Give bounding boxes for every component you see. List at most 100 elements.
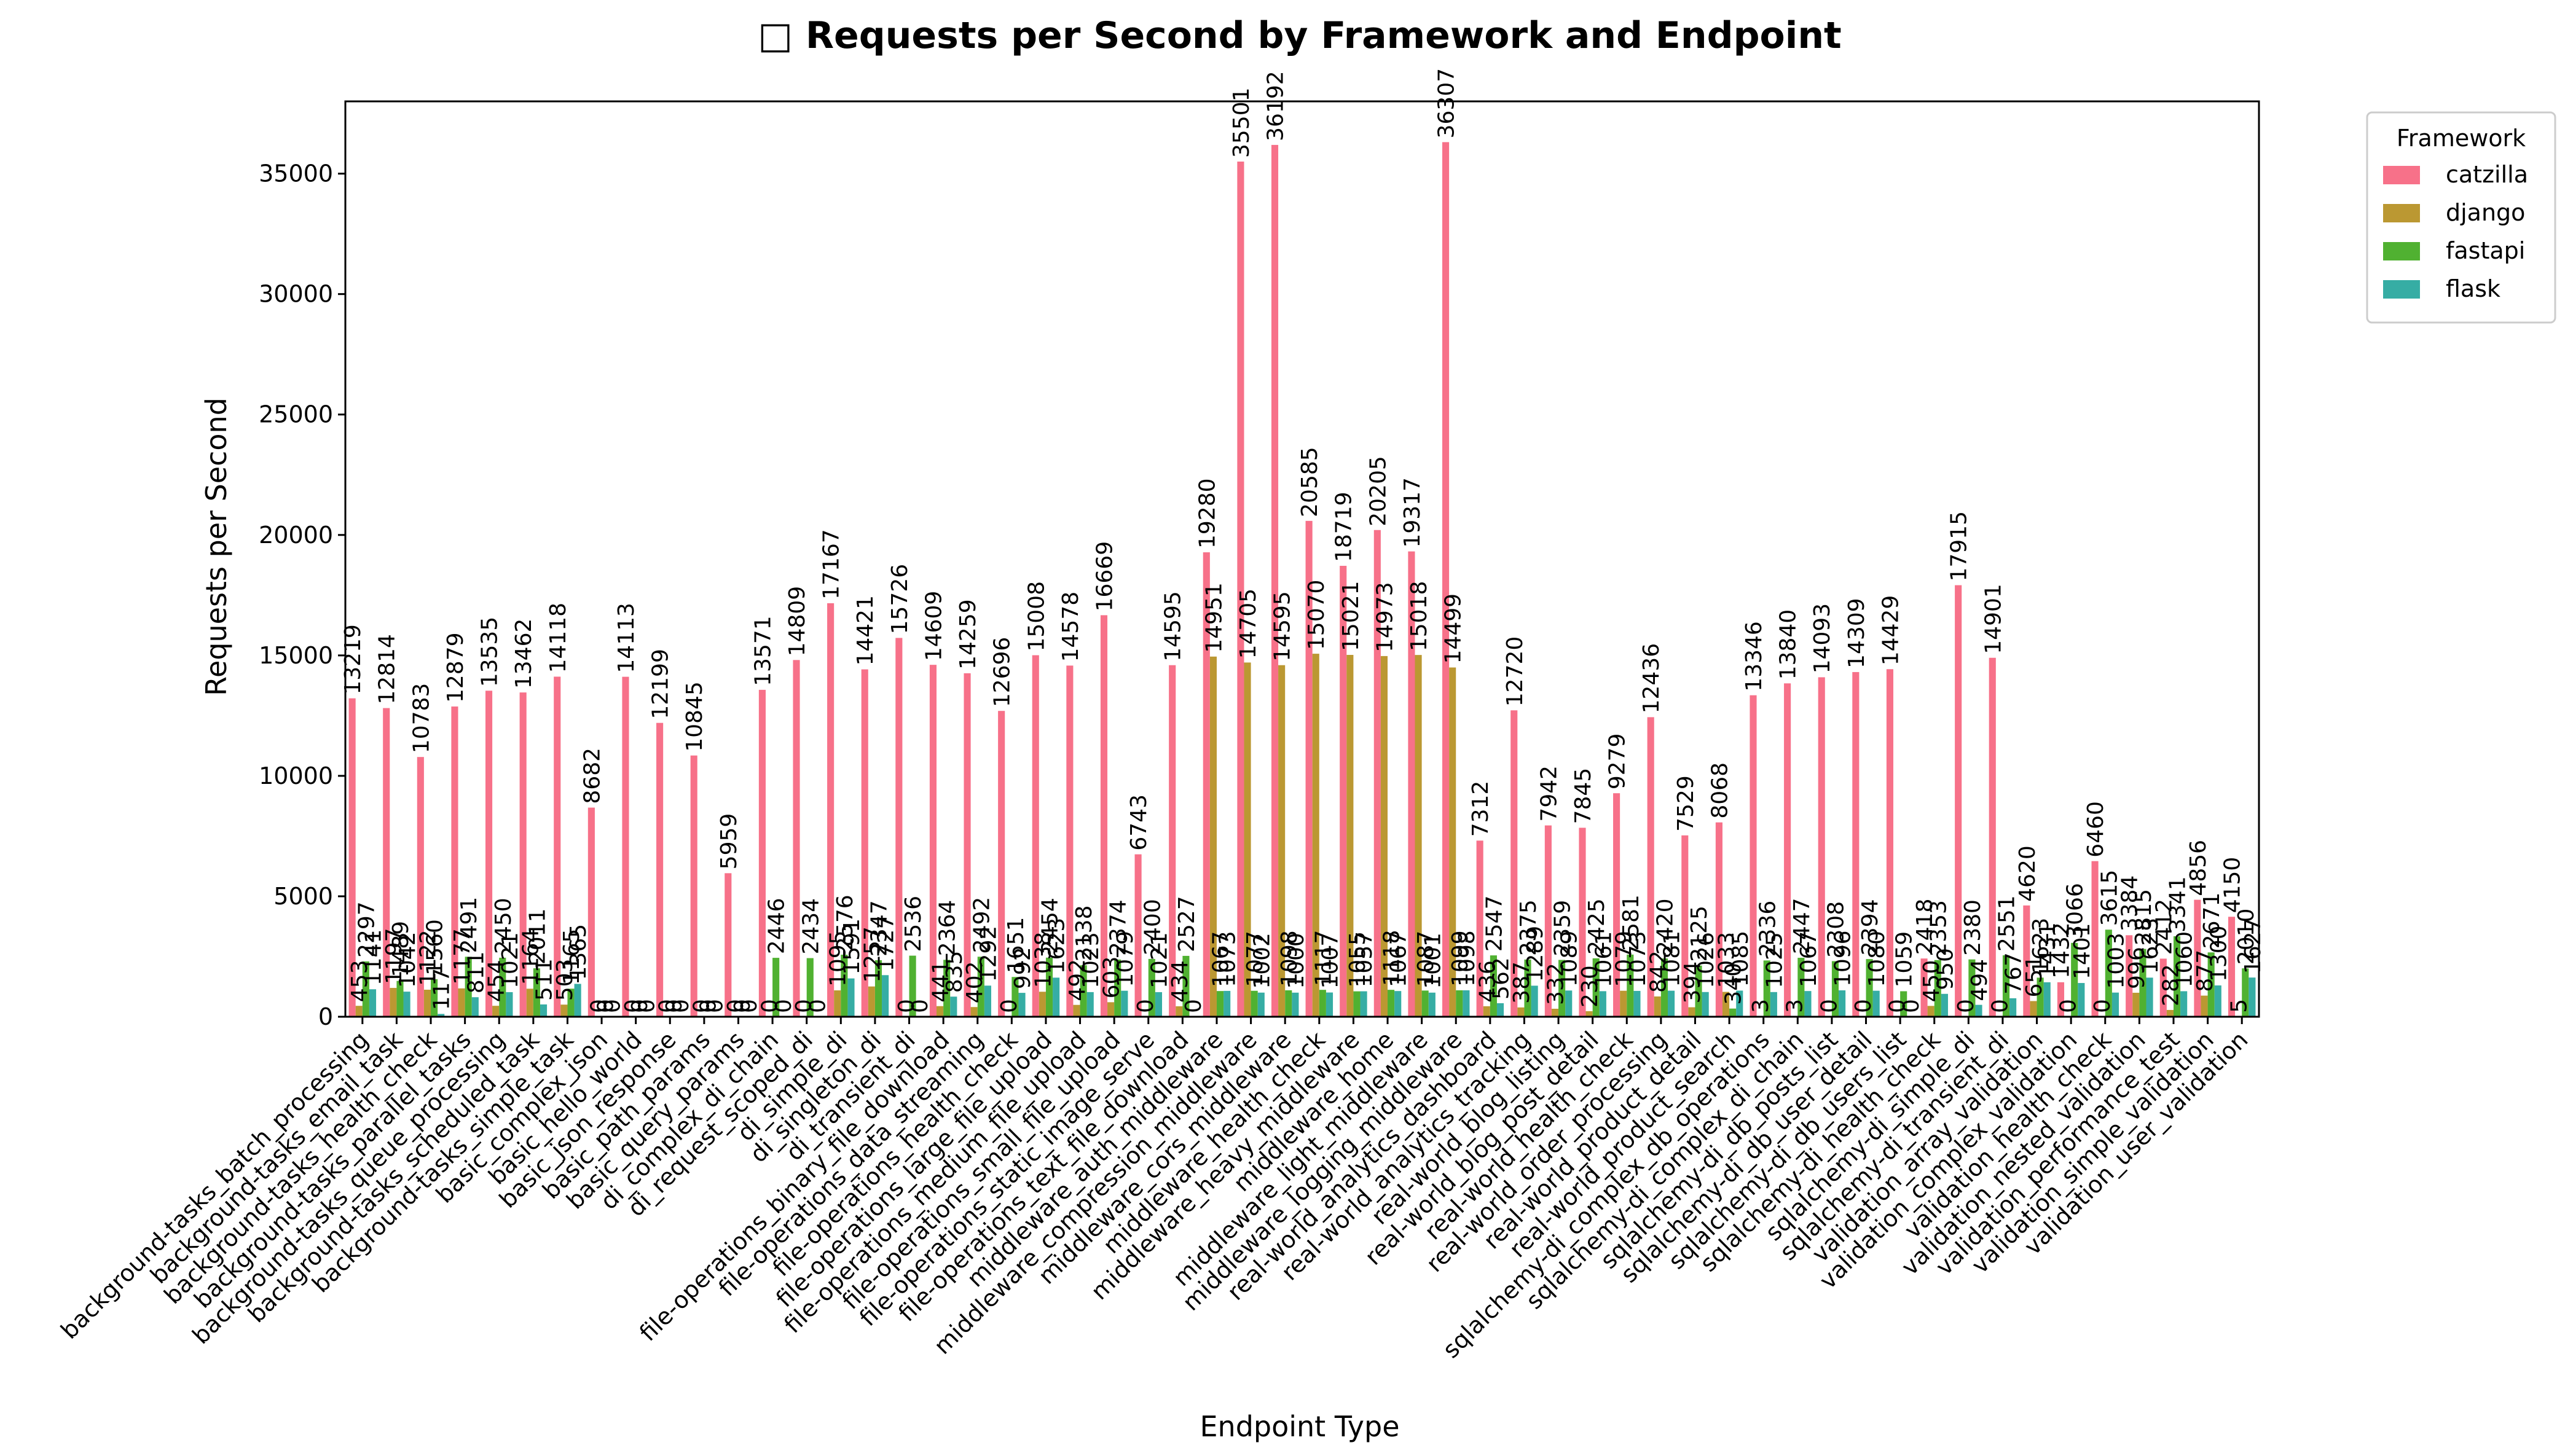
data-label-flask-file-operations_health_check: 992 — [1010, 947, 1035, 989]
data-label-flask-sqlalchemy-di_db_posts_list: 1096 — [1831, 930, 1856, 987]
data-label-flask-real-world_health_check: 1073 — [1625, 931, 1651, 987]
bar-django-file-operations_small_file_upload — [1107, 1002, 1114, 1017]
bar-flask-real-world_health_check — [1633, 991, 1640, 1017]
data-label-django-middleware_health_check: 15070 — [1304, 580, 1329, 651]
data-label-flask-middleware_cors_middleware: 1000 — [1284, 933, 1309, 989]
bar-django-sqlalchemy-di_health_check — [1928, 1006, 1934, 1017]
bar-fastapi-middleware_logging_middleware — [1456, 990, 1463, 1017]
bar-flask-middleware_light_middleware — [1429, 993, 1436, 1017]
bar-flask-middleware_heavy_middleware — [1361, 992, 1367, 1017]
bar-catzilla-middleware_cors_middleware — [1271, 145, 1278, 1017]
bar-django-real-world_product_detail — [1688, 1008, 1695, 1017]
bar-django-di_simple_di — [834, 990, 841, 1017]
data-label-django-middleware_heavy_middleware: 15021 — [1338, 581, 1364, 651]
data-label-flask-real-world_blog_listing: 1089 — [1557, 931, 1582, 987]
data-label-flask-background-tasks_health_check: 117 — [430, 968, 455, 1011]
data-label-flask-validation_user_validation: 1627 — [2241, 918, 2266, 974]
data-label-catzilla-basic_query_params: 5959 — [717, 813, 742, 870]
data-label-catzilla-sqlalchemy-di_transient_di: 14901 — [1981, 584, 2006, 654]
data-label-catzilla-sqlalchemy-di_db_posts_list: 14093 — [1810, 603, 1835, 674]
legend-title: Framework — [2397, 125, 2526, 152]
data-label-django-sqlalchemy-di_complex_di_chain: 3 — [1783, 999, 1808, 1013]
data-label-catzilla-validation_array_validation: 4620 — [2015, 845, 2040, 902]
bar-catzilla-di_request_scoped_di — [793, 660, 799, 1017]
data-label-flask-file-operations_text_file_download: 0 — [1181, 999, 1206, 1013]
data-label-flask-background-tasks_parallel_tasks: 811 — [463, 951, 489, 993]
bar-django-background-tasks_simple_task — [560, 1004, 567, 1017]
data-label-flask-di_complex_di_chain: 0 — [771, 999, 796, 1013]
data-label-django-validation_user_validation: 5 — [2227, 999, 2252, 1013]
data-label-flask-real-world_product_search: 1085 — [1728, 931, 1753, 987]
data-label-catzilla-middleware_heavy_middleware: 18719 — [1332, 491, 1357, 562]
y-tick-label: 35000 — [259, 160, 333, 187]
data-label-catzilla-di_simple_di: 17167 — [819, 529, 844, 600]
data-label-catzilla-real-world_blog_listing: 7942 — [1536, 765, 1561, 822]
data-label-catzilla-basic_json_response: 12199 — [648, 649, 674, 719]
bar-fastapi-real-world_product_search — [1729, 1009, 1736, 1017]
data-label-catzilla-sqlalchemy-di_db_user_detail: 14309 — [1844, 598, 1869, 668]
bar-django-file-operations_binary_file_download — [937, 1006, 943, 1017]
y-axis-label: Requests per Second — [200, 397, 233, 696]
data-label-catzilla-file-operations_binary_file_download: 14609 — [921, 591, 946, 662]
bar-flask-middleware_logging_middleware — [1463, 990, 1469, 1017]
bar-django-real-world_health_check — [1620, 991, 1627, 1017]
bar-django-background-tasks_batch_processing — [356, 1006, 363, 1017]
data-label-fastapi-real-world_analytics_dashboard: 2547 — [1482, 896, 1507, 952]
data-label-flask-di_request_scoped_di: 0 — [805, 999, 830, 1013]
data-label-flask-file-operations_medium_file_upload: 1023 — [1078, 932, 1104, 988]
data-label-catzilla-real-world_product_search: 8068 — [1707, 762, 1732, 819]
data-label-flask-sqlalchemy-di_health_check: 950 — [1933, 948, 1958, 990]
data-label-catzilla-basic_path_params: 10845 — [682, 681, 707, 752]
data-label-catzilla-file-operations_data_streaming: 14259 — [956, 599, 981, 670]
data-label-fastapi-sqlalchemy-di_db_users_list: 1059 — [1892, 931, 1917, 988]
bar-django-file-operations_medium_file_upload — [1073, 1005, 1080, 1017]
data-label-flask-middleware_light_middleware: 1001 — [1420, 933, 1445, 989]
legend-swatch-django — [2383, 204, 2420, 222]
data-label-flask-basic_path_params: 0 — [703, 999, 728, 1013]
data-label-flask-validation_performance_test: 1060 — [2172, 931, 2198, 988]
bar-django-real-world_analytics_dashboard — [1483, 1006, 1490, 1017]
chart-title: □ Requests per Second by Framework and E… — [758, 14, 1841, 57]
data-label-flask-basic_json_response: 0 — [669, 999, 694, 1013]
data-label-flask-file-operations_binary_file_download: 835 — [942, 951, 967, 993]
data-label-flask-background-tasks_email_task: 1042 — [395, 932, 420, 988]
bar-django-background-tasks_queue_processing — [492, 1006, 499, 1017]
data-label-flask-sqlalchemy-di_db_user_detail: 1080 — [1864, 931, 1890, 987]
data-label-django-file-operations_health_check: 0 — [997, 999, 1022, 1013]
data-label-django-middleware_logging_middleware: 14499 — [1441, 593, 1466, 664]
data-label-catzilla-real-world_analytics_dashboard: 7312 — [1468, 781, 1493, 837]
legend-label-flask: flask — [2446, 275, 2500, 302]
data-label-catzilla-middleware_light_middleware: 19317 — [1400, 477, 1425, 548]
bar-flask-middleware_cors_middleware — [1292, 993, 1298, 1017]
data-label-catzilla-real-world_blog_post_detail: 7845 — [1571, 768, 1596, 824]
data-label-flask-sqlalchemy-di_db_users_list: 0 — [1899, 999, 1924, 1013]
data-label-catzilla-file-operations_small_file_upload: 16669 — [1092, 541, 1117, 612]
data-label-django-middleware_light_middleware: 15018 — [1407, 581, 1432, 652]
bar-flask-real-world_order_processing — [1668, 991, 1675, 1017]
data-label-fastapi-background-tasks_health_check: 1560 — [423, 919, 448, 976]
data-label-catzilla-di_request_scoped_di: 14809 — [785, 586, 810, 657]
data-label-flask-basic_query_params: 0 — [737, 999, 762, 1013]
data-label-django-validation_health_check: 0 — [2090, 999, 2115, 1013]
bar-django-validation_performance_test — [2167, 1010, 2174, 1017]
data-label-django-validation_complex_validation: 0 — [2056, 999, 2081, 1013]
bar-catzilla-basic_complex_json — [588, 808, 595, 1017]
data-label-django-file-operations_static_image_serve: 0 — [1133, 999, 1158, 1013]
bar-catzilla-basic_path_params — [691, 756, 697, 1017]
bar-fastapi-middleware_home — [1388, 990, 1394, 1017]
data-label-flask-file-operations_small_file_upload: 1079 — [1113, 931, 1138, 987]
data-label-flask-middleware_health_check: 1007 — [1318, 933, 1343, 989]
data-label-flask-di_transient_di: 0 — [908, 999, 933, 1013]
data-label-flask-file-operations_large_file_upload: 1623 — [1045, 918, 1070, 974]
data-label-catzilla-middleware_compression_middleware: 35501 — [1229, 87, 1254, 158]
bar-django-file-operations_large_file_upload — [1039, 992, 1046, 1017]
data-label-catzilla-background-tasks_parallel_tasks: 12879 — [443, 632, 468, 703]
data-label-catzilla-background-tasks_email_task: 12814 — [375, 634, 400, 705]
data-label-fastapi-sqlalchemy-di_simple_di: 2380 — [1960, 899, 1986, 956]
data-label-django-middleware_compression_middleware: 14705 — [1236, 589, 1261, 659]
data-label-fastapi-di_complex_di_chain: 2446 — [764, 898, 790, 954]
data-label-catzilla-middleware_home: 20205 — [1365, 456, 1391, 526]
data-label-catzilla-background-tasks_scheduled_task: 13462 — [511, 619, 536, 689]
legend-swatch-flask — [2383, 280, 2420, 299]
